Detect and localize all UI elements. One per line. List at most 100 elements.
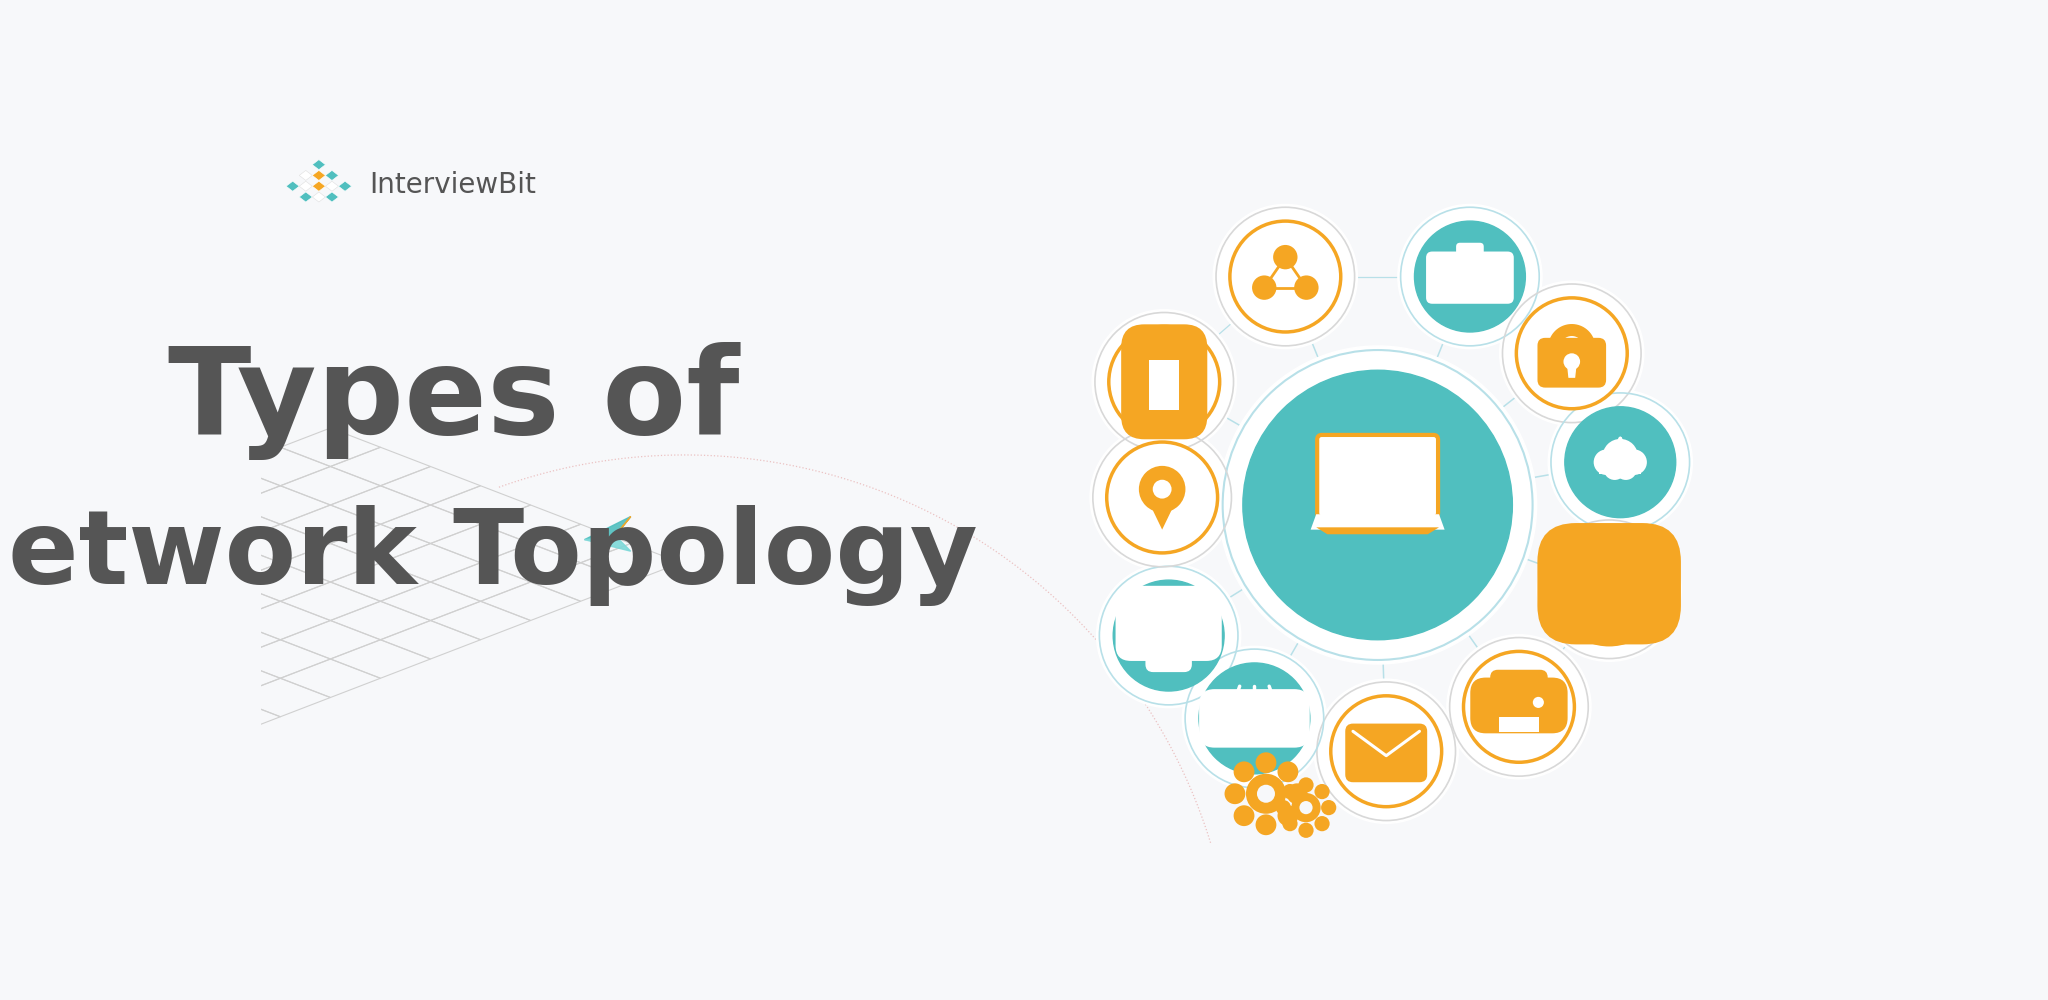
- Text: Network Topology: Network Topology: [0, 505, 979, 606]
- Circle shape: [1331, 696, 1442, 807]
- Circle shape: [1565, 407, 1675, 518]
- Circle shape: [1264, 715, 1270, 722]
- FancyBboxPatch shape: [1491, 670, 1548, 701]
- Circle shape: [1233, 805, 1255, 826]
- Circle shape: [1255, 752, 1276, 773]
- Circle shape: [1108, 326, 1221, 437]
- Circle shape: [1602, 439, 1638, 474]
- Polygon shape: [287, 181, 299, 191]
- FancyBboxPatch shape: [1470, 678, 1567, 733]
- Circle shape: [1532, 697, 1544, 708]
- Text: InterviewBit: InterviewBit: [369, 171, 537, 199]
- Circle shape: [1436, 260, 1448, 271]
- Circle shape: [1278, 761, 1298, 782]
- Circle shape: [1554, 534, 1665, 645]
- Circle shape: [1274, 245, 1298, 269]
- Circle shape: [1182, 646, 1327, 790]
- Circle shape: [1298, 801, 1313, 814]
- Circle shape: [1450, 258, 1489, 297]
- Circle shape: [1251, 715, 1257, 722]
- Circle shape: [1255, 814, 1276, 835]
- Polygon shape: [313, 170, 326, 180]
- FancyBboxPatch shape: [1317, 435, 1438, 517]
- Circle shape: [1499, 281, 1645, 425]
- Polygon shape: [313, 181, 326, 191]
- Circle shape: [1563, 353, 1581, 370]
- Circle shape: [1622, 449, 1647, 475]
- FancyBboxPatch shape: [1149, 360, 1180, 410]
- Circle shape: [1315, 816, 1329, 831]
- Polygon shape: [326, 192, 338, 202]
- Circle shape: [1516, 298, 1628, 409]
- FancyBboxPatch shape: [1116, 586, 1223, 661]
- Circle shape: [1233, 761, 1255, 782]
- FancyBboxPatch shape: [1145, 652, 1192, 672]
- Circle shape: [1315, 679, 1458, 823]
- Circle shape: [1538, 517, 1681, 661]
- Circle shape: [1245, 774, 1286, 814]
- Circle shape: [1278, 805, 1298, 826]
- Circle shape: [1464, 651, 1575, 762]
- FancyBboxPatch shape: [1456, 243, 1483, 262]
- Circle shape: [1415, 221, 1526, 332]
- Polygon shape: [338, 181, 352, 191]
- Circle shape: [1225, 783, 1245, 804]
- Circle shape: [1315, 784, 1329, 799]
- Circle shape: [1139, 466, 1186, 512]
- Circle shape: [1292, 793, 1321, 822]
- Circle shape: [1239, 715, 1245, 722]
- Circle shape: [1257, 785, 1276, 803]
- Polygon shape: [313, 192, 326, 202]
- Text: Types of: Types of: [168, 342, 739, 460]
- Circle shape: [1243, 370, 1511, 640]
- Circle shape: [1106, 442, 1219, 553]
- Polygon shape: [584, 536, 631, 551]
- FancyBboxPatch shape: [1120, 324, 1206, 439]
- FancyBboxPatch shape: [1538, 523, 1681, 644]
- Polygon shape: [1317, 527, 1440, 534]
- Polygon shape: [614, 517, 631, 536]
- FancyBboxPatch shape: [1139, 606, 1198, 638]
- Circle shape: [1276, 800, 1290, 815]
- Circle shape: [1198, 663, 1311, 774]
- FancyBboxPatch shape: [1599, 461, 1640, 474]
- FancyBboxPatch shape: [1198, 689, 1311, 748]
- FancyBboxPatch shape: [1346, 724, 1427, 782]
- Circle shape: [1231, 221, 1341, 332]
- Circle shape: [1294, 275, 1319, 300]
- Circle shape: [1282, 816, 1298, 831]
- Polygon shape: [1147, 497, 1178, 530]
- Circle shape: [1212, 204, 1358, 349]
- Circle shape: [1227, 715, 1235, 722]
- FancyBboxPatch shape: [1425, 252, 1513, 304]
- Circle shape: [1219, 346, 1536, 664]
- FancyBboxPatch shape: [1538, 338, 1606, 388]
- Polygon shape: [1581, 606, 1618, 625]
- Circle shape: [1114, 580, 1225, 691]
- Circle shape: [1251, 275, 1276, 300]
- Polygon shape: [326, 181, 338, 191]
- Circle shape: [1153, 480, 1171, 499]
- Circle shape: [1548, 390, 1692, 534]
- Polygon shape: [299, 170, 313, 180]
- Circle shape: [1298, 823, 1313, 838]
- Polygon shape: [584, 517, 631, 540]
- Circle shape: [1092, 310, 1237, 454]
- Polygon shape: [1567, 362, 1577, 377]
- Circle shape: [1458, 265, 1483, 290]
- FancyBboxPatch shape: [1499, 717, 1538, 732]
- Polygon shape: [299, 192, 313, 202]
- Circle shape: [1446, 635, 1591, 779]
- Polygon shape: [313, 160, 326, 170]
- Polygon shape: [299, 181, 313, 191]
- Circle shape: [1096, 564, 1241, 708]
- Circle shape: [1090, 425, 1235, 570]
- Circle shape: [1282, 784, 1298, 799]
- Circle shape: [1298, 777, 1313, 793]
- Circle shape: [1399, 204, 1542, 349]
- Circle shape: [1614, 458, 1636, 480]
- Circle shape: [1604, 458, 1626, 480]
- Polygon shape: [326, 170, 338, 180]
- Circle shape: [1321, 800, 1335, 815]
- Circle shape: [1274, 715, 1282, 722]
